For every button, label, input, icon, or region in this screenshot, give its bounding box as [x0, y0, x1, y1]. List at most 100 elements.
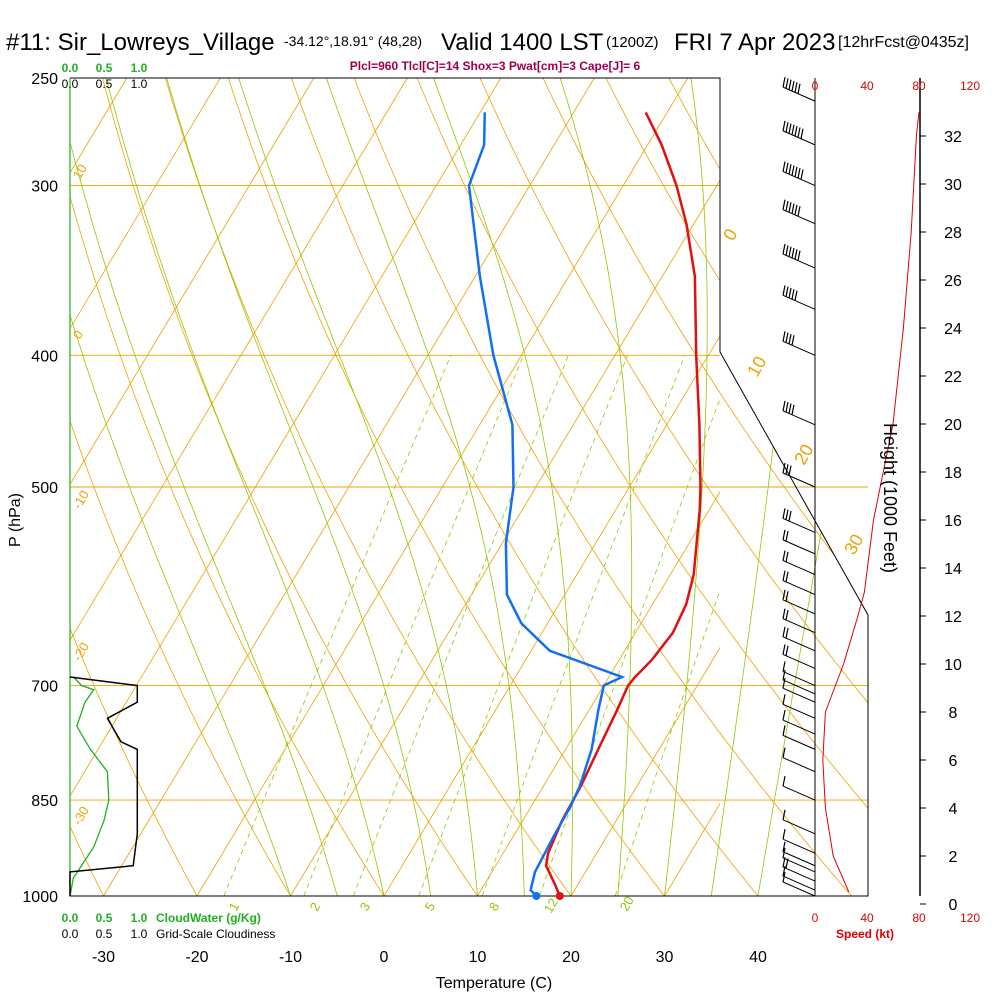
wind-barb-flag	[782, 644, 786, 655]
wind-barb-flag	[785, 509, 789, 520]
dry-adiabat-label: 10	[743, 353, 770, 380]
wind-barb-flag	[794, 290, 798, 301]
wind-barb-flag	[782, 694, 786, 705]
wind-barb-staff	[782, 472, 816, 488]
wind-barb-flag	[794, 166, 798, 177]
wind-barb-staff	[782, 703, 816, 719]
cloudiness-tick-bottom: 1.0	[131, 927, 148, 941]
isotherm-line	[70, 78, 221, 330]
cloudiness-tick-top: 0.0	[62, 77, 79, 91]
dry-adiabat-label: -20	[70, 640, 92, 664]
wind-barb	[782, 775, 816, 801]
cloud-water-tick-bottom: 1.0	[131, 911, 148, 925]
mixing-ratio-line	[223, 355, 452, 896]
mixing-ratio-label: 20	[617, 893, 637, 913]
wind-barb-flag	[782, 331, 786, 342]
wind-barb-staff	[782, 679, 816, 695]
wind-barb	[782, 529, 816, 555]
dry-adiabat-label: 0	[70, 328, 87, 342]
cloud-water-line	[69, 676, 110, 897]
dry-adiabat	[70, 78, 291, 896]
surface-dewpoint-point	[532, 892, 541, 900]
wind-barb	[782, 725, 816, 750]
wind-barb-flag	[782, 678, 786, 689]
wind-barb	[782, 462, 816, 488]
dry-adiabat	[542, 78, 868, 896]
wind-barb	[782, 550, 816, 576]
forecast-date: FRI 7 Apr 2023	[674, 29, 835, 56]
wind-barb-flag	[797, 250, 801, 261]
mixing-ratio-line	[614, 589, 720, 896]
wind-barb-flag	[797, 127, 801, 138]
wind-barb-flag	[785, 628, 789, 639]
speed-title: Speed (kt)	[836, 927, 894, 941]
wind-barb-staff	[782, 757, 816, 773]
wind-barb-flag	[785, 162, 789, 174]
wind-barb	[782, 626, 816, 652]
wind-barb-flag	[788, 202, 792, 213]
wind-barb-flag	[782, 669, 786, 681]
wind-barb-staff	[782, 539, 816, 555]
valid-time: Valid 1400 LST	[441, 29, 604, 56]
wind-barb-staff	[782, 819, 816, 835]
wind-barb-flag	[785, 591, 789, 602]
station-title: #11: Sir_Lowreys_Village	[6, 29, 275, 56]
dry-adiabat	[416, 78, 868, 896]
wind-barb-flag	[782, 199, 786, 210]
wind-barb-flag	[785, 551, 789, 563]
wind-barb-flag	[794, 82, 798, 93]
isotherm-line	[852, 78, 1000, 896]
wind-barb-flag	[782, 725, 786, 736]
moist-adiabat	[664, 78, 708, 896]
height-tick-label: 18	[944, 465, 962, 482]
wind-barb	[782, 669, 816, 695]
wind-barb-staff	[782, 253, 816, 269]
dry-adiabat	[857, 78, 868, 896]
dry-adiabat	[70, 78, 198, 896]
speed-tick-bottom: 80	[912, 911, 926, 925]
cloud-water-tick-top: 1.0	[131, 61, 148, 75]
wind-barb-staff	[782, 851, 816, 867]
wind-barb	[782, 570, 816, 596]
pressure-tick-label: 500	[31, 480, 58, 497]
temperature-tick-label: -10	[279, 949, 302, 966]
y-axis-title: P (hPa)	[7, 493, 24, 547]
temperature-tick-label: 30	[656, 949, 674, 966]
station-coords: -34.12°,18.91° (48,28)	[284, 33, 422, 49]
wind-barb	[782, 678, 816, 703]
dry-adiabat	[353, 78, 852, 896]
wind-barb-flag	[782, 161, 786, 172]
wind-barb-staff	[782, 560, 816, 576]
wind-barb	[782, 199, 816, 225]
height-axis-title: Height (1000 Feet)	[880, 423, 900, 573]
wind-barb-staff	[782, 294, 816, 310]
wind-barb-flag	[788, 465, 792, 476]
wind-barb-staff	[782, 130, 816, 146]
wind-barb-flag	[785, 402, 789, 413]
x-axis-title: Temperature (C)	[436, 975, 552, 992]
dry-adiabat	[165, 78, 572, 896]
pressure-tick-label: 400	[31, 348, 58, 365]
wind-barb-flag	[785, 464, 789, 475]
wind-barb-flag	[782, 400, 786, 411]
dry-adiabat	[921, 78, 1000, 896]
temperature-tick-label: -20	[185, 949, 208, 966]
wind-barb-staff	[782, 340, 816, 356]
moist-adiabat	[433, 78, 573, 896]
pressure-tick-label: 1000	[22, 889, 58, 906]
dry-adiabat	[102, 78, 478, 896]
wind-barb-flag	[794, 204, 798, 216]
wind-barb-flag	[785, 332, 789, 343]
speed-tick-top: 120	[960, 79, 980, 93]
dry-adiabat	[227, 78, 665, 896]
wind-barb	[782, 161, 816, 187]
cloudiness-tick-bottom: 0.5	[96, 927, 113, 941]
wind-barb-staff	[782, 875, 816, 891]
mixing-ratio-label: 8	[486, 900, 503, 914]
wind-barb-flag	[788, 123, 792, 134]
background-lines	[70, 77, 1000, 897]
wind-barb	[782, 747, 816, 773]
wind-barb	[782, 508, 816, 533]
cloud-water-title: CloudWater (g/Kg)	[156, 911, 261, 925]
adiabat-lines	[70, 78, 1000, 896]
